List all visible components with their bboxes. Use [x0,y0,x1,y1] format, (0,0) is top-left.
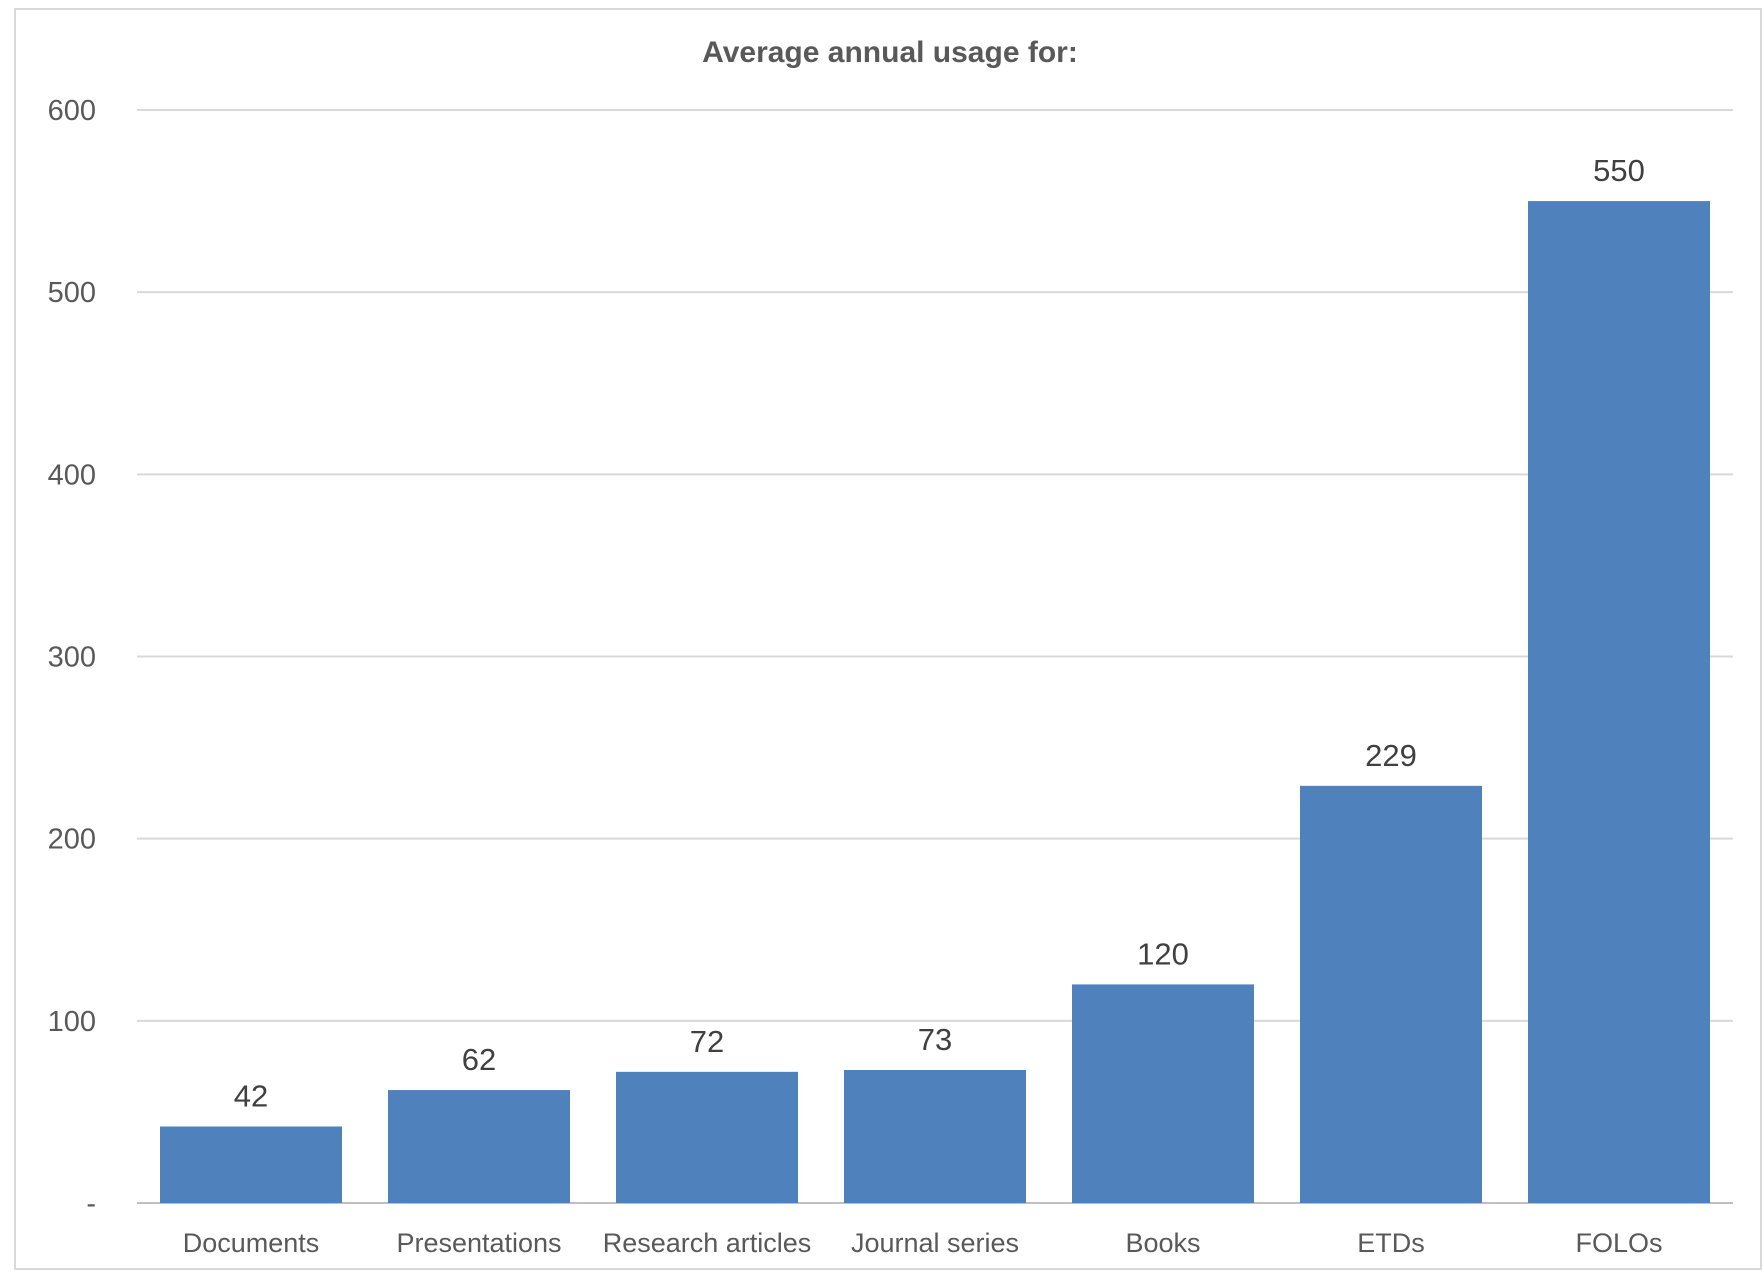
bar-books [1072,984,1254,1203]
y-axis-ticks: - 100 200 300 400 500 600 [48,95,96,1220]
bar-folos [1528,201,1710,1204]
x-tick-label: Journal series [851,1228,1019,1258]
x-tick-label: FOLOs [1575,1228,1662,1258]
data-label: 62 [462,1042,496,1077]
y-tick-label: 200 [48,824,96,856]
y-tick-label: 600 [48,95,96,127]
data-labels: 42 62 72 73 120 229 550 [234,153,1645,1113]
data-label: 550 [1593,153,1645,188]
x-axis-ticks: Documents Presentations Research articles J… [183,1228,1663,1258]
data-label: 72 [690,1024,724,1059]
x-tick-label: Documents [183,1228,320,1258]
y-tick-label: 100 [48,1006,96,1038]
y-tick-label: 300 [48,642,96,674]
bar-journal-series [844,1070,1026,1203]
bars [160,201,1710,1204]
data-label: 229 [1365,738,1417,773]
bar-research-articles [616,1071,798,1203]
x-tick-label: Books [1125,1228,1200,1258]
bar-documents [160,1126,342,1203]
y-tick-label: 500 [48,277,96,309]
x-tick-label: ETDs [1357,1228,1425,1258]
data-label: 120 [1137,936,1189,971]
bar-presentations [388,1090,570,1203]
y-tick-label: 400 [48,459,96,491]
x-tick-label: Presentations [396,1228,561,1258]
data-label: 42 [234,1078,268,1113]
x-tick-label: Research articles [603,1228,812,1258]
bar-etds [1300,785,1482,1203]
y-tick-label: - [86,1188,96,1220]
data-label: 73 [918,1022,952,1057]
chart-title: Average annual usage for: [702,36,1078,69]
